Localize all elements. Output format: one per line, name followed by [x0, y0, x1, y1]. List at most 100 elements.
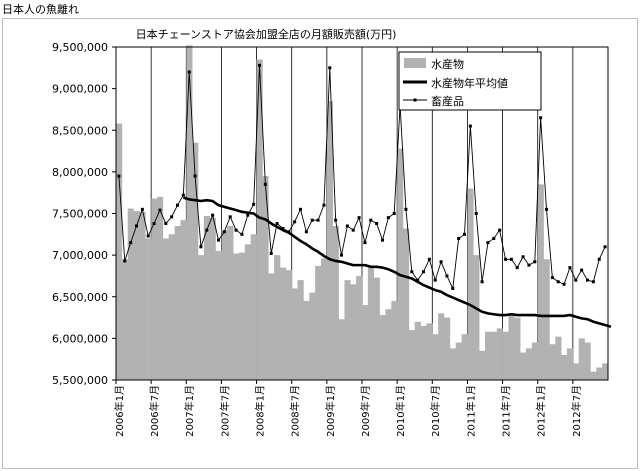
series-line-avg [183, 196, 612, 328]
x-tick-label: 2006年7月 [148, 385, 161, 437]
x-tick-label: 2006年1月 [113, 385, 126, 437]
meat-point [363, 241, 367, 245]
meat-point [474, 212, 478, 215]
meat-point [322, 203, 326, 207]
bar [344, 280, 351, 380]
bar [297, 280, 304, 380]
y-tick-label: 8,500,000 [52, 124, 108, 137]
y-tick-label: 6,500,000 [52, 291, 108, 304]
bar [139, 211, 146, 380]
meat-point [486, 241, 490, 245]
meat-point [550, 276, 554, 280]
meat-point [176, 203, 179, 207]
bar [244, 244, 252, 380]
x-tick-labels: 2006年1月 2006年7月 2007年1月 2007年7月 2008年1月 2008年… [113, 380, 583, 437]
meat-point [422, 270, 425, 274]
meat-point [527, 263, 531, 267]
meat-point [369, 218, 373, 222]
bar [326, 101, 334, 381]
meat-point [304, 230, 308, 234]
bar [373, 277, 380, 380]
meat-point [445, 274, 449, 278]
meat-point [521, 255, 525, 259]
bar [561, 355, 568, 380]
meat-point [597, 257, 601, 261]
meat-point [498, 228, 502, 232]
bar [321, 258, 328, 380]
bar [449, 348, 457, 380]
bar [432, 334, 439, 380]
meat-point [258, 63, 261, 67]
x-tick-label: 2009年7月 [359, 385, 372, 437]
bar [531, 342, 539, 380]
x-tick-label: 2011年7月 [500, 385, 513, 437]
bar [250, 234, 257, 380]
bar [367, 267, 375, 380]
x-tick-label: 2010年7月 [429, 385, 442, 437]
bar [537, 184, 544, 380]
meat-point [152, 221, 156, 225]
x-tick-label: 2010年1月 [394, 385, 407, 437]
bar [203, 215, 211, 380]
bar [356, 275, 363, 380]
bar [157, 196, 164, 380]
y-tick-labels: 5,500,000 6,000,000 6,500,000 7,000,000 7,50… [52, 41, 116, 387]
meat-point [492, 236, 496, 240]
legend-swatch-bars [404, 58, 426, 68]
x-tick-label: 2008年7月 [289, 385, 302, 437]
bar [385, 309, 392, 380]
y-tick-label: 6,000,000 [52, 332, 108, 345]
y-tick-label: 7,500,000 [52, 208, 108, 221]
bar [455, 342, 462, 380]
meat-point [281, 226, 285, 230]
meat-point [129, 241, 133, 245]
meat-point [299, 207, 302, 211]
meat-point [416, 278, 420, 282]
x-tick-label: 2008年1月 [254, 385, 267, 437]
legend-label-meat: 畜産品 [431, 94, 464, 108]
x-tick-label: 2012年1月 [535, 385, 548, 437]
bar [133, 211, 140, 380]
meat-point [351, 228, 355, 232]
meat-point [539, 116, 543, 120]
bar [578, 338, 585, 380]
bar [256, 59, 263, 381]
bar [180, 220, 187, 380]
bar [414, 321, 421, 380]
bar [514, 317, 521, 380]
meat-point [158, 208, 162, 212]
bar [268, 273, 275, 380]
meat-point [586, 278, 589, 282]
bar [379, 315, 386, 380]
line-layer [117, 63, 612, 328]
bar [274, 255, 281, 380]
meat-point [340, 253, 343, 257]
bar [508, 313, 515, 380]
bar [116, 123, 123, 380]
meat-point [603, 245, 607, 249]
meat-point [263, 182, 267, 186]
bar [151, 198, 158, 380]
meat-point [117, 174, 121, 178]
bar [285, 270, 293, 380]
bar [186, 45, 193, 381]
chart-title: 日本チェーンストア協会加盟全店の月額販売額(万円) [136, 27, 397, 41]
x-tick-label: 2009年1月 [324, 385, 337, 437]
meat-point [269, 251, 273, 255]
x-tick-label: 2007年7月 [218, 385, 231, 437]
bar [239, 252, 246, 380]
meat-point [328, 66, 332, 70]
bar [174, 225, 181, 380]
meat-point [334, 218, 338, 222]
meat-point [170, 215, 174, 219]
bar [145, 238, 152, 380]
meat-point [252, 202, 256, 206]
x-tick-label: 2011年1月 [464, 385, 477, 437]
bar [496, 328, 503, 380]
legend-swatch-meat-marker [413, 98, 417, 102]
meat-point [468, 124, 472, 128]
x-tick-label: 2012年7月 [570, 385, 583, 437]
bar [485, 331, 492, 380]
bar [596, 367, 603, 380]
y-tick-label: 9,500,000 [52, 41, 108, 54]
